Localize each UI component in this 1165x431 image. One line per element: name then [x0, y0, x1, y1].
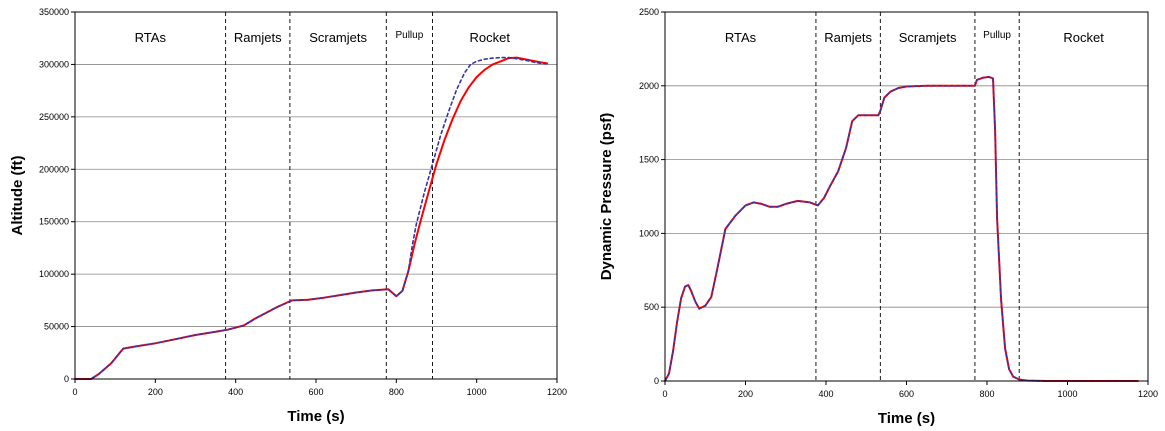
y-tick-label: 1500 — [639, 155, 659, 165]
altitude-chart: RTAs Ramjets Scramjets Pullup Rocket 0 200 400 6… — [0, 0, 575, 431]
series-line-1 — [74, 56, 548, 380]
phase-label-rtas: RTAs — [135, 30, 167, 45]
x-tick-label: 200 — [148, 387, 163, 397]
altitude-chart-svg: RTAs Ramjets Scramjets Pullup Rocket 0 200 400 6… — [9, 7, 567, 425]
y-tick-label: 350000 — [39, 7, 69, 17]
y-tick-label: 100000 — [39, 269, 69, 279]
x-tick-label: 400 — [818, 389, 833, 399]
phase-label-rocket: Rocket — [469, 30, 510, 45]
alt-y-axis-label: Altitude (ft) — [9, 156, 26, 236]
y-tick-label: 0 — [654, 376, 659, 386]
plot-area-border — [664, 11, 1149, 382]
phase-label-scramjets: Scramjets — [899, 30, 957, 45]
x-tick-label: 800 — [389, 387, 404, 397]
dynamic-pressure-chart-svg: RTAs Ramjets Scramjets Pullup Rocket 0 200 400 6… — [598, 7, 1158, 427]
x-tick-label: 400 — [228, 387, 243, 397]
y-tick-label: 150000 — [39, 217, 69, 227]
alt-x-axis-label: Time (s) — [287, 408, 344, 425]
phase-label-ramjets: Ramjets — [234, 30, 282, 45]
series-line-2 — [664, 76, 1139, 382]
y-tick-label: 250000 — [39, 112, 69, 122]
phase-label-rtas: RTAs — [725, 30, 757, 45]
phase-label-ramjets: Ramjets — [824, 30, 872, 45]
phase-label-rocket: Rocket — [1063, 30, 1104, 45]
x-tick-label: 800 — [979, 389, 994, 399]
x-tick-label: 1200 — [1138, 389, 1158, 399]
plot-area-border — [74, 11, 558, 380]
x-tick-label: 1000 — [1057, 389, 1077, 399]
y-tick-label: 300000 — [39, 59, 69, 69]
x-tick-label: 600 — [308, 387, 323, 397]
series-line-1 — [664, 75, 1139, 382]
q-x-axis-label: Time (s) — [878, 410, 935, 427]
q-y-axis-label: Dynamic Pressure (psf) — [598, 113, 615, 281]
y-tick-label: 2500 — [639, 7, 659, 17]
phase-label-pullup: Pullup — [983, 30, 1011, 41]
y-tick-label: 1000 — [639, 228, 659, 238]
phase-label-pullup: Pullup — [395, 30, 423, 41]
phase-label-scramjets: Scramjets — [309, 30, 367, 45]
series-line-2 — [74, 56, 548, 380]
y-tick-label: 2000 — [639, 81, 659, 91]
y-tick-label: 500 — [644, 302, 659, 312]
x-tick-label: 1000 — [467, 387, 487, 397]
x-tick-label: 1200 — [547, 387, 567, 397]
y-tick-label: 0 — [64, 374, 69, 384]
x-tick-label: 200 — [738, 389, 753, 399]
x-tick-label: 600 — [899, 389, 914, 399]
y-tick-label: 50000 — [44, 322, 69, 332]
y-tick-label: 200000 — [39, 164, 69, 174]
x-tick-label: 0 — [662, 389, 667, 399]
dynamic-pressure-chart: RTAs Ramjets Scramjets Pullup Rocket 0 200 400 6… — [585, 0, 1165, 431]
x-tick-label: 0 — [72, 387, 77, 397]
